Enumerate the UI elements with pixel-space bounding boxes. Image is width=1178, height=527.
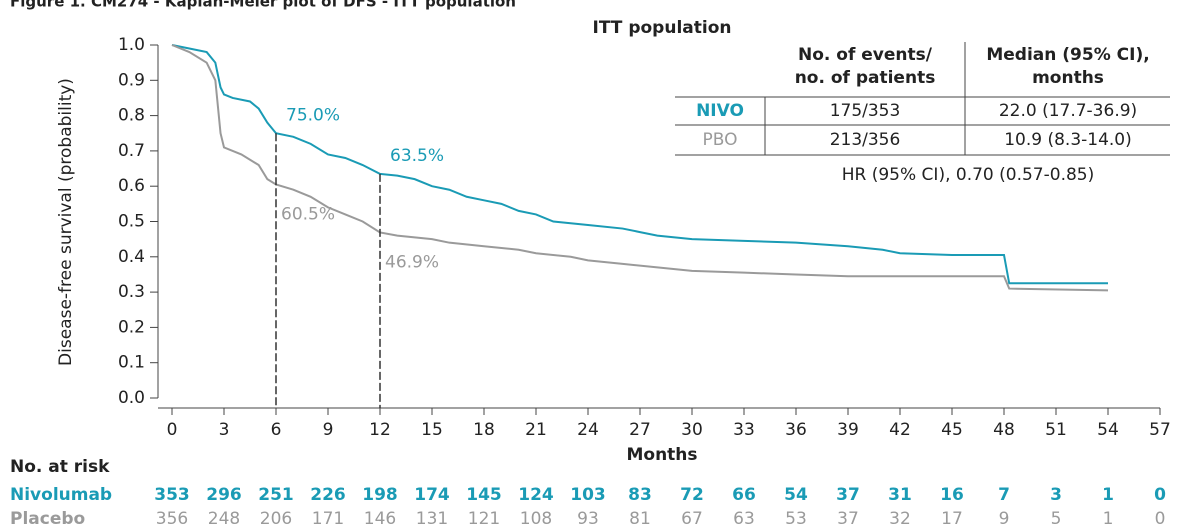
chart-title: Figure 1. CM274 - Kaplan-Meier plot of D… (10, 0, 516, 11)
x-tick-label: 9 (323, 420, 334, 440)
risk-value: 93 (577, 509, 599, 527)
x-tick-label: 15 (421, 420, 443, 440)
risk-value: 9 (999, 509, 1010, 527)
risk-row-name: Placebo (10, 509, 85, 527)
risk-value: 1 (1103, 509, 1114, 527)
risk-value: 54 (784, 485, 808, 505)
risk-value: 7 (998, 485, 1010, 505)
risk-value: 67 (681, 509, 703, 527)
risk-value: 103 (570, 485, 606, 505)
table-cell: NIVO (696, 101, 744, 121)
table-cell: 213/356 (830, 130, 901, 150)
risk-value: 81 (629, 509, 651, 527)
risk-value: 63 (733, 509, 755, 527)
risk-value: 32 (889, 509, 911, 527)
risk-value: 16 (940, 485, 964, 505)
risk-value: 5 (1051, 509, 1062, 527)
risk-value: 171 (312, 509, 344, 527)
y-axis-label: Disease-free survival (probability) (56, 78, 76, 366)
y-tick-label: 0.2 (118, 317, 145, 337)
table-header: months (1032, 68, 1104, 88)
x-tick-label: 36 (785, 420, 807, 440)
x-tick-label: 42 (889, 420, 911, 440)
y-tick-label: 0.6 (118, 176, 145, 196)
y-tick-label: 0.5 (118, 212, 145, 232)
y-tick-label: 0.4 (118, 247, 145, 267)
risk-value: 66 (732, 485, 756, 505)
risk-value: 131 (416, 509, 448, 527)
y-tick-label: 0.7 (118, 141, 145, 161)
risk-value: 0 (1154, 485, 1166, 505)
risk-value: 121 (468, 509, 500, 527)
annotation: 63.5% (390, 146, 444, 166)
risk-row-name: Nivolumab (10, 485, 112, 505)
x-tick-label: 33 (733, 420, 755, 440)
risk-value: 206 (260, 509, 292, 527)
table-cell: PBO (703, 130, 738, 150)
table-cell: 175/353 (830, 101, 901, 121)
risk-title: No. at risk (10, 457, 110, 477)
table-title: ITT population (593, 18, 732, 38)
risk-value: 146 (364, 509, 396, 527)
x-tick-label: 0 (167, 420, 178, 440)
risk-value: 198 (362, 485, 398, 505)
risk-value: 72 (680, 485, 704, 505)
risk-value: 124 (518, 485, 554, 505)
risk-value: 37 (836, 485, 860, 505)
table-header: no. of patients (795, 68, 936, 88)
survival-curve (171, 44, 1108, 285)
x-tick-label: 48 (993, 420, 1015, 440)
x-tick-label: 18 (473, 420, 495, 440)
summary-table (675, 42, 1170, 156)
x-tick-label: 30 (681, 420, 703, 440)
risk-value: 353 (154, 485, 190, 505)
x-tick-label: 3 (219, 420, 230, 440)
risk-value: 83 (628, 485, 652, 505)
risk-value: 145 (466, 485, 502, 505)
table-hr: HR (95% CI), 0.70 (0.57-0.85) (842, 165, 1095, 185)
x-tick-label: 51 (1045, 420, 1067, 440)
x-tick-label: 12 (369, 420, 391, 440)
risk-value: 1 (1102, 485, 1114, 505)
x-tick-label: 24 (577, 420, 599, 440)
x-tick-label: 54 (1097, 420, 1119, 440)
y-tick-label: 0.1 (118, 353, 145, 373)
x-axis-label: Months (626, 445, 697, 465)
risk-value: 31 (888, 485, 912, 505)
risk-value: 248 (208, 509, 240, 527)
risk-value: 251 (258, 485, 294, 505)
risk-value: 108 (520, 509, 552, 527)
risk-value: 0 (1155, 509, 1166, 527)
risk-value: 3 (1050, 485, 1062, 505)
risk-value: 296 (206, 485, 242, 505)
y-tick-label: 0.9 (118, 70, 145, 90)
y-tick-label: 1.0 (118, 35, 145, 55)
survival-curve (171, 44, 1109, 292)
x-tick-label: 6 (271, 420, 282, 440)
risk-value: 174 (414, 485, 450, 505)
x-tick-label: 27 (629, 420, 651, 440)
y-tick-label: 0.0 (118, 388, 145, 408)
risk-value: 226 (310, 485, 346, 505)
x-tick-label: 45 (941, 420, 963, 440)
y-tick-label: 0.8 (118, 106, 145, 126)
risk-value: 37 (837, 509, 859, 527)
annotation: 60.5% (281, 204, 335, 224)
table-cell: 10.9 (8.3-14.0) (1004, 130, 1132, 150)
risk-value: 356 (156, 509, 188, 527)
y-tick-label: 0.3 (118, 282, 145, 302)
table-header: Median (95% CI), (986, 45, 1149, 65)
annotation: 75.0% (286, 105, 340, 125)
x-tick-label: 57 (1149, 420, 1171, 440)
table-header: No. of events/ (798, 45, 933, 65)
annotation: 46.9% (385, 252, 439, 272)
x-tick-label: 39 (837, 420, 859, 440)
risk-value: 17 (941, 509, 963, 527)
risk-value: 53 (785, 509, 807, 527)
table-cell: 22.0 (17.7-36.9) (999, 101, 1137, 121)
x-tick-label: 21 (525, 420, 547, 440)
